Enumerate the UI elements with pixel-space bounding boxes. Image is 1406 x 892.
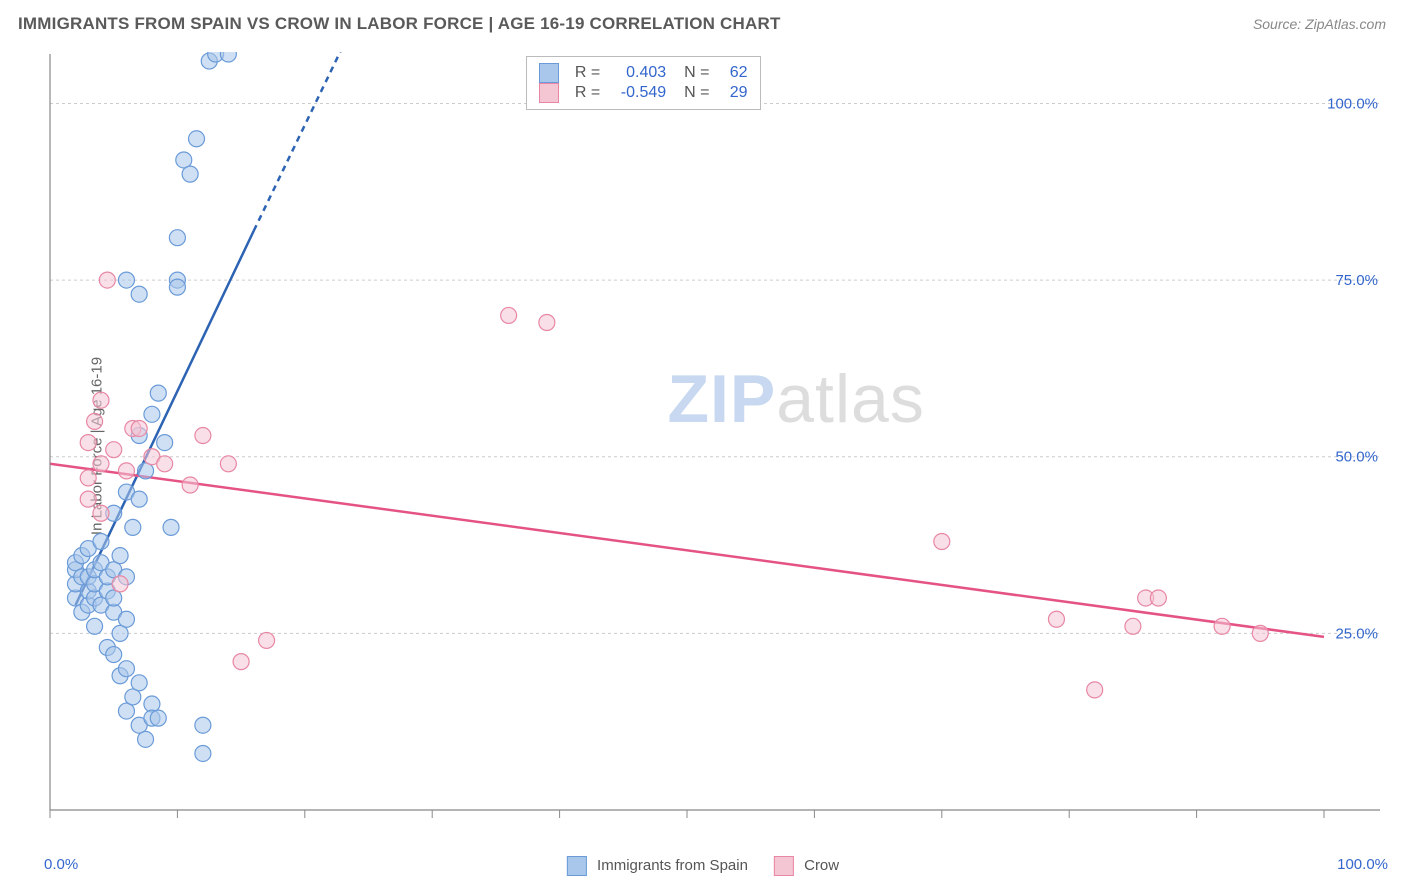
chart-title: IMMIGRANTS FROM SPAIN VS CROW IN LABOR F… (18, 14, 781, 34)
x-axis-max: 100.0% (1337, 856, 1388, 873)
legend-swatch-crow (774, 856, 794, 876)
svg-text:75.0%: 75.0% (1335, 272, 1378, 289)
correlation-legend: R =0.403N =62R =-0.549N =29 (526, 56, 761, 110)
chart-plot-area: 25.0%50.0%75.0%100.0% ZIPatlas R =0.403N… (48, 52, 1384, 822)
svg-text:50.0%: 50.0% (1335, 449, 1378, 466)
legend-label-spain: Immigrants from Spain (597, 857, 748, 874)
svg-text:100.0%: 100.0% (1327, 95, 1378, 112)
legend-label-crow: Crow (804, 857, 839, 874)
legend-item-spain: Immigrants from Spain (567, 856, 748, 876)
x-axis-min: 0.0% (44, 856, 78, 873)
legend-swatch-spain (567, 856, 587, 876)
scatter-chart-svg: 25.0% 50.0% 75.0% 100.0% (48, 52, 1384, 822)
series-legend: Immigrants from Spain Crow (567, 856, 839, 876)
source-attribution: Source: ZipAtlas.com (1253, 16, 1386, 32)
legend-item-crow: Crow (774, 856, 839, 876)
svg-text:25.0%: 25.0% (1335, 625, 1378, 642)
